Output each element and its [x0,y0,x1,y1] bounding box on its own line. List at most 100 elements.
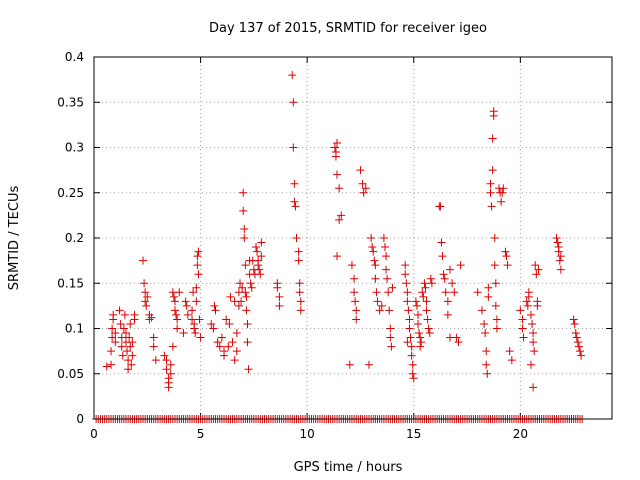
data-point [191,329,200,338]
data-point [102,362,111,371]
data-point [501,247,510,256]
data-point [417,338,426,347]
data-point [243,338,252,347]
data-point [192,297,201,306]
data-point [456,261,465,270]
data-point [224,342,233,351]
data-point [492,324,501,333]
data-point [403,297,412,306]
data-point [426,274,435,283]
data-point [507,356,516,365]
data-point [414,319,423,328]
data-point [416,342,425,351]
data-point [416,333,425,342]
data-point [351,297,360,306]
data-point [386,324,395,333]
data-point [477,306,486,315]
data-point [482,360,491,369]
data-point [242,306,251,315]
data-point [210,301,219,310]
data-point [368,243,377,252]
data-point [196,333,205,342]
data-point [436,202,445,211]
data-point [438,252,447,261]
data-point [345,360,354,369]
data-point [295,279,304,288]
data-point [498,188,507,197]
data-points [92,71,587,423]
data-point [437,238,446,247]
data-point [359,188,368,197]
data-point [333,252,342,261]
data-point [189,288,198,297]
data-point [125,333,134,342]
data-point [195,315,204,324]
data-point [217,333,226,342]
x-tick-label: 10 [300,427,315,441]
data-point [188,315,197,324]
data-point [130,310,139,319]
data-point [166,369,175,378]
data-point [194,270,203,279]
data-point [490,261,499,270]
data-point [387,342,396,351]
data-point [386,333,395,342]
data-point [244,365,253,374]
data-point [371,274,380,283]
data-point [480,319,489,328]
data-point [164,383,173,392]
data-point [403,288,412,297]
data-point [576,347,585,356]
data-point [491,301,500,310]
data-point [516,306,525,315]
data-point [226,292,235,301]
data-point [443,310,452,319]
data-point [407,351,416,360]
data-point [121,329,130,338]
data-point [188,306,197,315]
data-point [356,166,365,175]
data-point [193,261,202,270]
data-point [127,360,136,369]
data-point [379,234,388,242]
data-point [571,329,580,338]
data-point [126,342,135,351]
data-point [333,170,342,179]
data-point [288,71,297,80]
data-point [529,383,538,392]
data-point [443,297,452,306]
data-point [238,283,247,292]
data-point [382,252,391,261]
data-point [553,238,562,247]
data-point [141,288,150,297]
data-point [247,283,256,292]
data-point [533,301,542,310]
data-point [412,301,421,310]
data-point [252,243,261,252]
data-point [337,211,346,220]
data-point [369,247,378,256]
data-point [237,297,246,306]
data-point [486,188,495,197]
x-tick-label: 20 [513,427,528,441]
data-point [107,347,116,356]
y-tick-label: 0.35 [57,95,84,109]
data-point [108,333,117,342]
data-point [273,283,282,292]
data-point [483,369,492,378]
data-point [183,310,192,319]
data-point [232,347,241,356]
data-point [169,292,178,301]
data-point [484,292,493,301]
data-point [492,315,501,324]
data-point [171,297,180,306]
data-point [352,315,361,324]
data-point [257,252,266,261]
data-point [556,265,565,274]
data-point [230,356,239,365]
data-point [239,206,248,215]
data-point [518,315,527,324]
data-point [404,306,413,315]
data-point [211,306,220,315]
data-point [370,256,379,265]
